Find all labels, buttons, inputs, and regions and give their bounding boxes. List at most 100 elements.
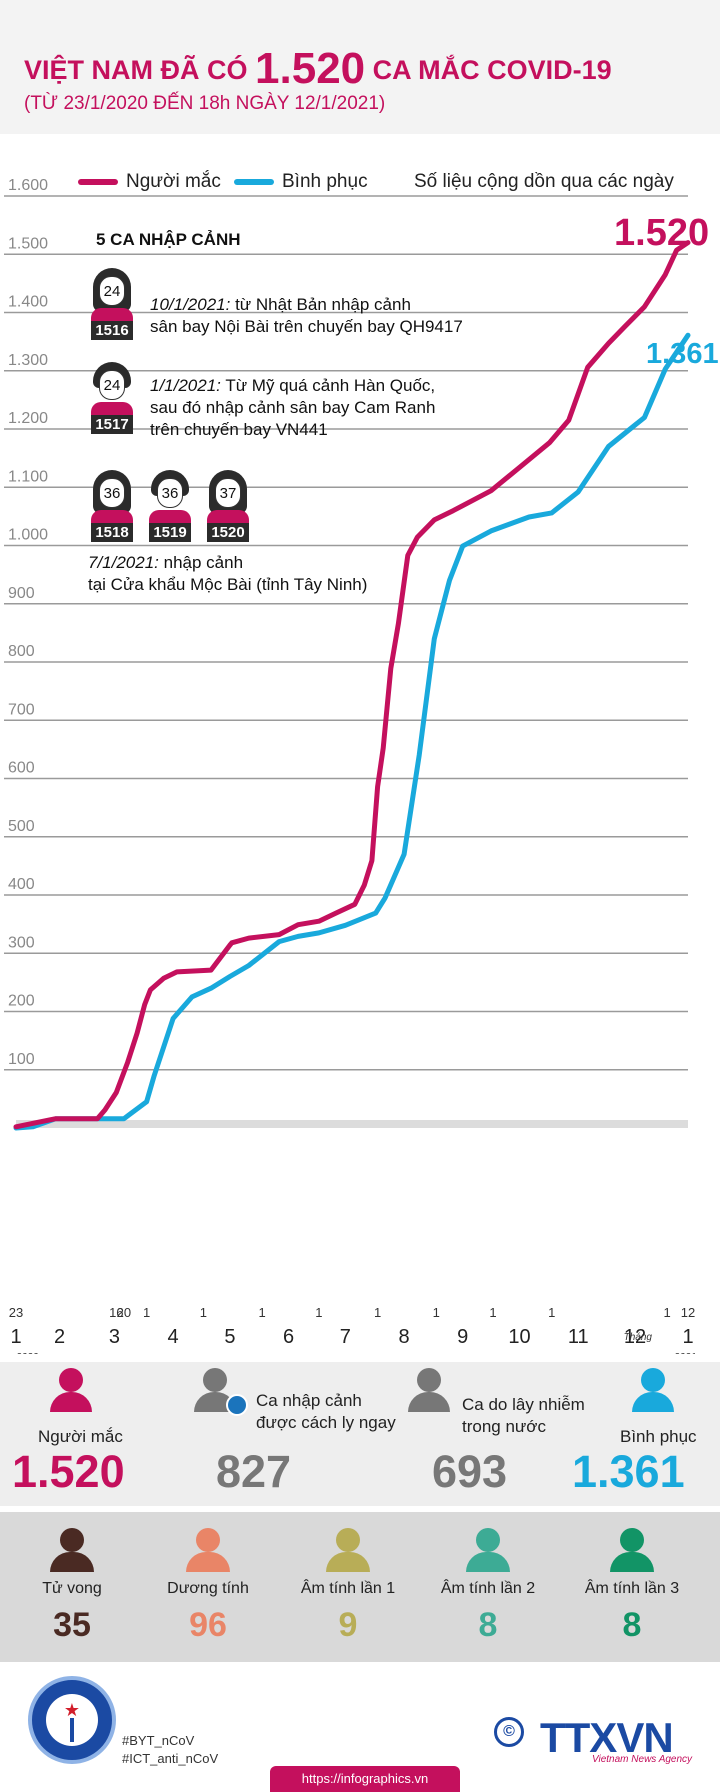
x-day-label: 1: [374, 1305, 381, 1320]
case-note-2-date: 1/1/2021:: [150, 376, 221, 395]
case-note-1: 10/1/2021: từ Nhật Bản nhập cảnh sân bay…: [150, 294, 463, 338]
person-icon: [186, 1528, 230, 1572]
patient-figure: 36 1518: [91, 470, 133, 542]
person-icon: [466, 1528, 510, 1572]
patient-figure: 37 1520: [207, 470, 249, 542]
summary-imported-value: 827: [216, 1446, 292, 1497]
x-day-label: 20: [117, 1305, 131, 1320]
y-tick-label: 1.200: [8, 410, 48, 427]
website-link[interactable]: https://infographics.vn: [270, 1766, 460, 1792]
outcomes-band: Tử vong 35 Dương tính 96 Âm tính lần 1 9: [0, 1512, 720, 1662]
outcome-value: 8: [622, 1606, 642, 1644]
agency-subtitle: Vietnam News Agency: [592, 1754, 693, 1765]
summary-band: Người mắc 1.520 Ca nhập cảnh được cách l…: [0, 1362, 720, 1506]
person-icon: [610, 1528, 654, 1572]
person-icon: [194, 1368, 236, 1412]
outcome-value: 9: [338, 1606, 358, 1644]
case-note-2-line3: trên chuyến bay VN441: [150, 420, 328, 439]
summary-cases-value: 1.520: [12, 1446, 125, 1497]
title-suffix: CA MẮC COVID-19: [372, 55, 612, 85]
outcome-value: 8: [478, 1606, 498, 1644]
summary-local-label-1: Ca do lây nhiễm: [462, 1395, 585, 1414]
final-cases-label: 1.520: [614, 212, 710, 254]
person-body: [50, 1392, 92, 1412]
y-tick-label: 1.100: [8, 468, 48, 485]
summary-recovered-label: Bình phục: [620, 1427, 697, 1446]
person-head: [641, 1368, 665, 1392]
final-recovered-label: 1.361: [646, 338, 719, 370]
hashtag-2[interactable]: #ICT_anti_nCoV: [122, 1751, 219, 1766]
case-note-1-line1: từ Nhật Bản nhập cảnh: [230, 295, 411, 314]
person-body: [186, 1552, 230, 1572]
title-prefix: VIỆT NAM ĐÃ CÓ: [24, 55, 248, 85]
x-month-label: 11: [568, 1326, 589, 1348]
person-icon: [50, 1528, 94, 1572]
y-tick-label: 400: [8, 876, 35, 893]
person-icon: [632, 1368, 674, 1412]
face-shape: [99, 370, 125, 400]
legend-cases-label: Người mắc: [126, 171, 221, 192]
patient-age: 24: [103, 283, 121, 300]
x-month-label: 9: [457, 1326, 468, 1348]
face-shape: [99, 276, 125, 306]
outcome-label: Âm tính lần 1: [300, 1580, 396, 1597]
y-tick-label: 1.000: [8, 527, 48, 544]
patient-id: 1520: [207, 523, 249, 542]
case-note-2-line1: Từ Mỹ quá cảnh Hàn Quốc,: [220, 376, 436, 395]
person-head: [476, 1528, 500, 1552]
agency-logo: TTXVN: [540, 1714, 674, 1761]
logo-inner-circle: ★: [46, 1694, 98, 1746]
y-tick-label: 900: [8, 585, 35, 602]
year-end-label: 2021: [673, 1352, 696, 1354]
patient-id: 1518: [91, 523, 133, 542]
x-month-label: 1: [682, 1326, 693, 1348]
x-axis-band: [16, 1120, 688, 1128]
legend-cases-swatch: [78, 179, 118, 185]
globe-icon: [226, 1394, 248, 1416]
x-day-label: 1: [489, 1305, 496, 1320]
outcome-label: Âm tính lần 2: [440, 1580, 536, 1597]
x-day-label: 1: [143, 1305, 150, 1320]
legend-note: Số liệu cộng dồn qua các ngày: [414, 171, 674, 192]
person-head: [59, 1368, 83, 1392]
case-note-3: 7/1/2021: nhập cảnh tại Cửa khẩu Mộc Bài…: [88, 552, 367, 596]
star-icon: ★: [63, 1700, 81, 1720]
patient-age: 36: [103, 485, 121, 502]
x-day-label: 1: [664, 1305, 671, 1320]
year-start-label: 2020: [15, 1352, 39, 1354]
y-tick-label: 600: [8, 760, 35, 777]
y-tick-label: 500: [8, 818, 35, 835]
case-note-1-line2: sân bay Nội Bài trên chuyến bay QH9417: [150, 317, 463, 336]
hashtag-1[interactable]: #BYT_nCoV: [122, 1733, 195, 1748]
recovered-line: [13, 332, 691, 1131]
person-body: [194, 1392, 236, 1412]
outcome-label: Tử vong: [42, 1580, 102, 1597]
x-month-label: 6: [283, 1326, 294, 1348]
person-body: [466, 1552, 510, 1572]
title-number: 1.520: [255, 44, 366, 93]
person-head: [336, 1528, 360, 1552]
x-day-label: 12: [681, 1305, 695, 1320]
outcome-value: 35: [53, 1606, 91, 1644]
x-day-label: 23: [9, 1305, 23, 1320]
x-month-label: 3: [109, 1326, 120, 1348]
x-month-label: 5: [224, 1326, 235, 1348]
copyright-icon: ©: [494, 1717, 524, 1747]
x-month-label: 4: [168, 1326, 179, 1348]
page-subtitle: (TỪ 23/1/2020 ĐẾN 18h NGÀY 12/1/2021): [24, 93, 386, 114]
outcome-label: Dương tính: [167, 1580, 249, 1597]
patient-age: 37: [219, 485, 237, 502]
y-tick-label: 100: [8, 1051, 35, 1068]
person-head: [203, 1368, 227, 1392]
y-tick-label: 1.500: [8, 235, 48, 252]
y-tick-label: 300: [8, 934, 35, 951]
x-day-label: 1: [548, 1305, 555, 1320]
summary-imported-label: Ca nhập cảnh được cách ly ngay: [256, 1390, 396, 1434]
caduceus-icon: [70, 1718, 74, 1742]
case-note-3-date: 7/1/2021:: [88, 553, 159, 572]
y-tick-label: 700: [8, 701, 35, 718]
y-tick-label: 1.600: [8, 177, 48, 194]
patient-figure: 36 1519: [149, 470, 191, 542]
case-note-1-date: 10/1/2021:: [150, 295, 231, 314]
person-head: [60, 1528, 84, 1552]
